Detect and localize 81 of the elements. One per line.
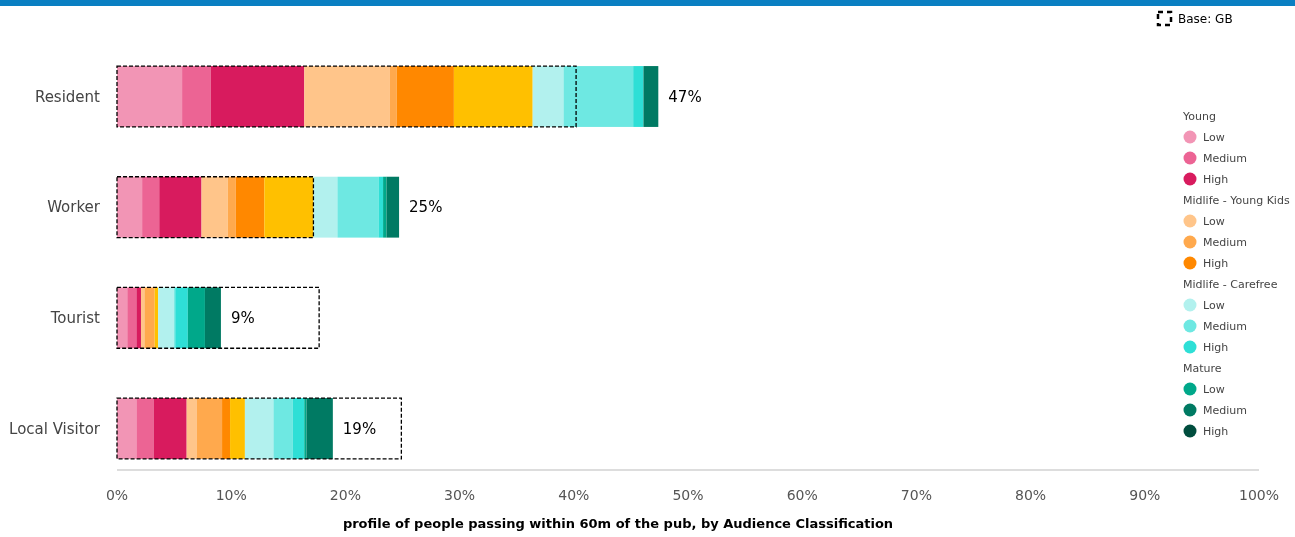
bar: [386, 176, 400, 238]
bar: [337, 176, 379, 238]
x-tick-label: 80%: [1015, 487, 1047, 503]
y-tick-label: Worker: [47, 198, 101, 217]
x-tick-label: 0%: [105, 487, 129, 503]
legend-label: Base: GB: [1178, 12, 1233, 26]
bar: [175, 287, 188, 349]
bar: [383, 176, 387, 238]
y-tick-label: Resident: [34, 87, 101, 106]
legend-label: Medium: [1203, 320, 1247, 333]
x-tick-label: 20%: [329, 487, 361, 503]
total-label: 25%: [409, 198, 443, 217]
bar: [186, 398, 197, 459]
bar: [532, 66, 564, 127]
bar: [117, 287, 128, 349]
total-label: 47%: [668, 87, 702, 106]
bar: [201, 176, 228, 238]
bar: [264, 176, 314, 238]
bar: [116, 286, 320, 349]
y-tick-label: Tourist: [49, 309, 101, 328]
bar: [142, 176, 160, 238]
bar: [117, 176, 143, 238]
legend-label: Low: [1203, 383, 1225, 396]
bar: [153, 398, 187, 459]
legend-label: Low: [1203, 131, 1225, 144]
bar: [453, 66, 533, 127]
x-tick-label: 50%: [672, 487, 704, 503]
legend-label: High: [1203, 257, 1229, 270]
legend-label: Medium: [1203, 404, 1247, 417]
bar: [306, 398, 333, 459]
legend-label: Low: [1203, 215, 1225, 228]
x-tick-label: 100%: [1238, 487, 1280, 503]
bar: [230, 398, 245, 459]
legend-label: Low: [1203, 299, 1225, 312]
x-tick-label: 90%: [1129, 487, 1161, 503]
bar: [136, 287, 141, 349]
annotation: Midlife - Carefree: [1183, 278, 1278, 291]
bar: [273, 398, 293, 459]
legend-label: Medium: [1203, 152, 1247, 165]
x-tick-label: 60%: [786, 487, 818, 503]
x-tick-label: 10%: [215, 487, 247, 503]
bar: [292, 398, 305, 459]
bar: [222, 398, 231, 459]
bar: [159, 176, 202, 238]
bar: [187, 287, 205, 349]
bar: [304, 398, 307, 459]
x-tick-label: 40%: [558, 487, 590, 503]
legend-label: High: [1203, 425, 1229, 438]
bar: [396, 66, 454, 127]
bar: [116, 397, 403, 460]
bar: [158, 287, 175, 349]
legend-label: High: [1203, 173, 1229, 186]
y-tick-label: Local Visitor: [9, 419, 101, 438]
bar: [210, 66, 305, 127]
text: profile of people passing within 60m of the pub, by Audience Classification: [342, 516, 894, 531]
bar: [633, 66, 644, 127]
bar: [127, 287, 137, 349]
bar: [235, 176, 265, 238]
annotation: Mature: [1183, 362, 1222, 375]
bar: [182, 66, 211, 127]
bar: [196, 398, 223, 459]
x-tick-label: 70%: [900, 487, 932, 503]
bar: [227, 176, 236, 238]
total-label: 9%: [230, 309, 255, 328]
bar: [563, 66, 634, 127]
x-tick-label: 30%: [444, 487, 476, 503]
bar: [313, 176, 338, 238]
bar: [117, 66, 183, 127]
bar: [136, 398, 154, 459]
bar: [244, 398, 274, 459]
legend-label: Medium: [1203, 236, 1247, 249]
bar: [204, 287, 221, 349]
total-label: 19%: [342, 419, 377, 438]
annotation: Young: [1182, 110, 1216, 123]
bar: [144, 287, 155, 349]
bar: [643, 66, 659, 127]
legend-label: High: [1203, 341, 1229, 354]
bar: [304, 66, 390, 127]
bar: [117, 398, 137, 459]
annotation: Midlife - Young Kids: [1183, 194, 1290, 207]
bar: [389, 66, 397, 127]
